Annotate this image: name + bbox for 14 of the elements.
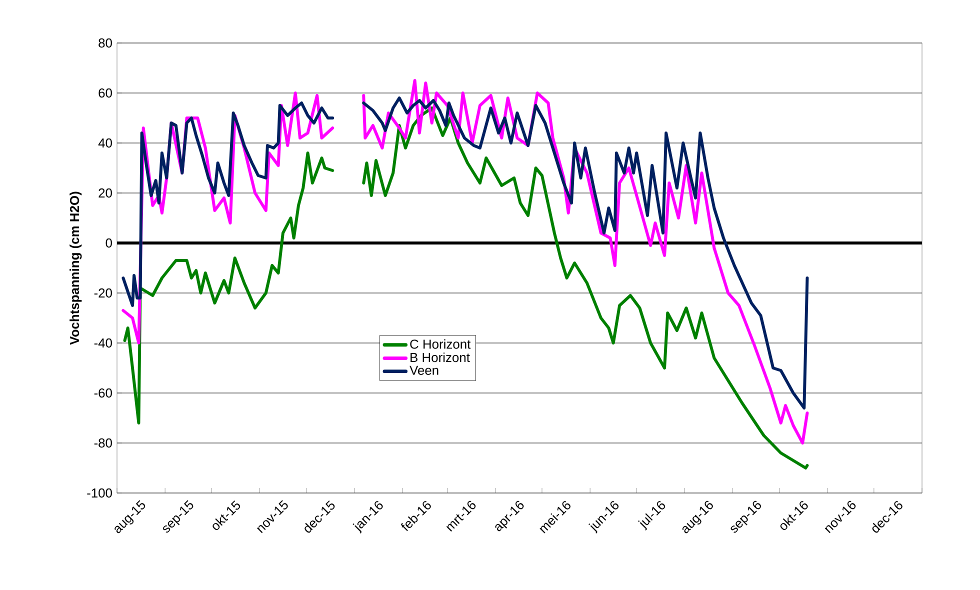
y-tick-label: 80 bbox=[98, 38, 112, 48]
y-tick-label: -100 bbox=[87, 488, 112, 498]
y-tick-label: -40 bbox=[94, 338, 112, 348]
legend-label: B Horizont bbox=[410, 352, 470, 362]
y-tick-label: 60 bbox=[98, 88, 112, 98]
legend-label: C Horizont bbox=[410, 339, 471, 349]
y-tick-label: -80 bbox=[94, 438, 112, 448]
y-tick-label: -60 bbox=[94, 388, 112, 398]
y-tick-label: -20 bbox=[94, 288, 112, 298]
y-tick-label: 20 bbox=[98, 188, 112, 198]
legend-label: Veen bbox=[410, 366, 438, 375]
y-tick-label: 40 bbox=[98, 138, 112, 148]
y-axis-title: Vochtspanning (cm H2O) bbox=[70, 192, 82, 345]
y-tick-label: 0 bbox=[106, 238, 112, 248]
